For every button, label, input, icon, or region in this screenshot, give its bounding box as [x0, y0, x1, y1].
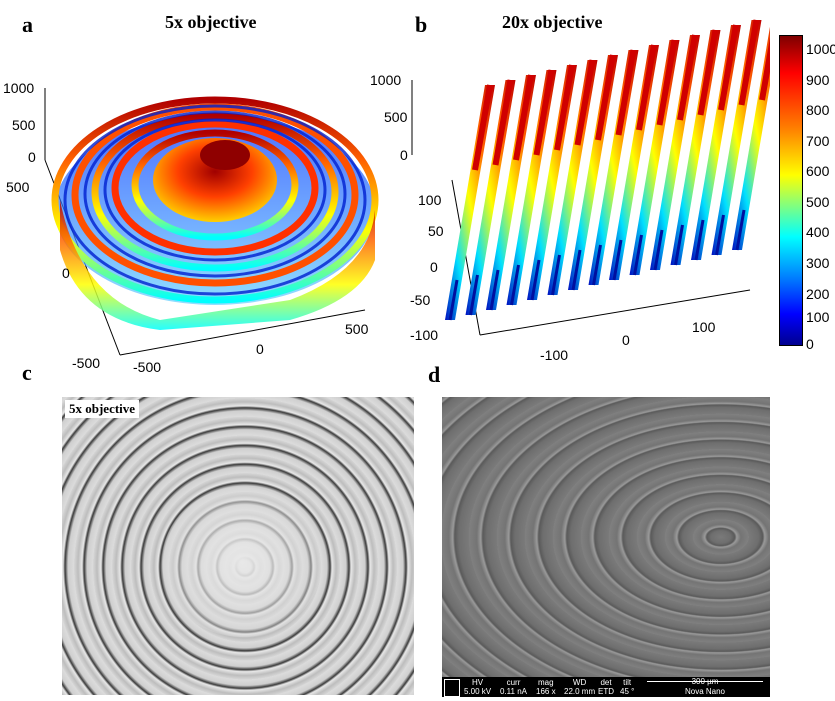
colorbar-tick: 200 — [806, 286, 830, 302]
ridge-crest — [533, 69, 555, 156]
colorbar-tick: 900 — [806, 72, 830, 88]
panel-a-y-tick: 500 — [6, 179, 30, 195]
panel-d-sem-image — [442, 397, 770, 677]
panel-c-center-glow — [162, 487, 322, 637]
ridge-crest — [759, 37, 770, 101]
ridge-trough — [489, 269, 500, 311]
ridge-trough — [735, 209, 746, 251]
sem-instrument: Nova Nano — [684, 687, 726, 696]
panel-b-letter: b — [415, 12, 428, 37]
panel-a-y-tick: 0 — [62, 265, 70, 281]
panel-a-z-tick: 500 — [12, 117, 36, 133]
ridge-crest — [513, 74, 534, 161]
panel-b-surface-plot: 1000 500 0 100 50 0 -50 -100 -100 0 100 — [370, 19, 770, 363]
ridge-trough — [592, 244, 602, 286]
ridge-crest — [595, 54, 616, 141]
panel-a-letter: a — [22, 12, 33, 37]
panel-c-micrograph: 5x objective — [62, 397, 414, 695]
colorbar-tick: 400 — [806, 224, 830, 240]
sem-mag-value: 166 x — [536, 687, 556, 696]
ridge-crest — [738, 19, 760, 106]
ridge-trough — [715, 214, 725, 256]
panel-b-y-tick: 0 — [430, 259, 438, 275]
ridge-crest — [718, 24, 739, 111]
panel-a-z-tick: 0 — [28, 149, 36, 165]
panel-b-z-tick: 0 — [400, 147, 408, 163]
panel-b-x-tick: 100 — [692, 319, 716, 335]
ridge-crest — [615, 49, 637, 136]
panel-a-x-tick: 500 — [345, 321, 369, 337]
colorbar-tick: 700 — [806, 133, 830, 149]
ridge-crest — [677, 34, 698, 121]
panel-b-y-tick: 100 — [418, 192, 442, 208]
panel-a-surface-plot: 1000 500 0 500 0 -500 -500 0 500 — [3, 80, 379, 375]
colorbar-tick: 1000 — [806, 41, 835, 57]
panel-b-z-tick: 1000 — [370, 72, 401, 88]
panel-b-y-tick: -100 — [410, 327, 438, 343]
sem-tilt-label: tilt — [623, 678, 632, 687]
sem-curr-label: curr — [506, 678, 521, 687]
panel-d-letter: d — [428, 362, 441, 387]
sem-hv-value: 5.00 kV — [464, 687, 492, 696]
ridge-trough — [674, 224, 684, 266]
colorbar-tick: 500 — [806, 194, 830, 210]
ridge-trough — [510, 264, 520, 306]
panel-a-x-tick: 0 — [256, 341, 264, 357]
ridge-trough — [612, 239, 623, 281]
panel-c-letter: c — [22, 360, 32, 385]
ridge-trough — [653, 229, 664, 271]
panel-b-y-tick: -50 — [410, 292, 430, 308]
panel-c-label: 5x objective — [65, 400, 140, 418]
sem-tilt-value: 45 ° — [620, 687, 635, 696]
panel-b-ridges — [445, 19, 770, 321]
ridge-crest — [636, 44, 657, 131]
colorbar-tick: 800 — [806, 102, 830, 118]
ridge-crest — [492, 79, 514, 166]
panel-b-z-tick: 500 — [384, 109, 408, 125]
sem-wd-label: WD — [572, 678, 587, 687]
sem-det-label: det — [600, 678, 612, 687]
ridge-crest — [472, 84, 493, 171]
sem-scale-bar — [647, 681, 763, 682]
ridge-crest — [554, 64, 575, 151]
ridge-trough — [571, 249, 582, 291]
ridge-trough — [469, 274, 479, 316]
panel-b-ticks: 1000 500 0 100 50 0 -50 -100 -100 0 100 — [370, 72, 716, 363]
panel-a-ticks: 1000 500 0 500 0 -500 -500 0 500 — [3, 80, 369, 375]
ridge-crest — [697, 29, 719, 116]
colorbar-tick: 100 — [806, 309, 830, 325]
colorbar-tick: 300 — [806, 255, 830, 271]
sem-curr-value: 0.11 nA — [500, 687, 527, 696]
sem-hv-label: HV — [472, 678, 484, 687]
panel-a-z-tick: 1000 — [3, 80, 34, 96]
colorbar-tick: 600 — [806, 163, 830, 179]
sem-scale-label: 300 µm — [691, 677, 719, 686]
ridge-trough — [694, 219, 705, 261]
sem-wd-value: 22.0 mm — [564, 687, 596, 696]
panel-a-title: 5x objective — [165, 12, 257, 32]
colorbar-tick: 0 — [806, 336, 814, 352]
panel-b-title: 20x objective — [502, 12, 603, 32]
sem-det-value: ETD — [598, 687, 614, 696]
panel-b-x-tick: 0 — [622, 332, 630, 348]
panel-b-y-tick: 50 — [428, 223, 444, 239]
ridge-trough — [448, 279, 459, 321]
ridge-trough — [530, 259, 541, 301]
panel-a-y-tick: -500 — [72, 355, 100, 371]
colorbar — [779, 35, 803, 346]
ridge-crest — [656, 39, 678, 126]
panel-a-x-tick: -500 — [133, 359, 161, 375]
ridge-trough — [551, 254, 561, 296]
ridge — [732, 26, 770, 250]
panel-b-x-tick: -100 — [540, 347, 568, 363]
ridge-crest — [574, 59, 596, 146]
fei-logo-icon — [444, 679, 460, 697]
panel-d-sem-databar: HV 5.00 kV curr 0.11 nA mag 166 x WD 22.… — [442, 677, 770, 697]
ridge-trough — [633, 234, 643, 276]
sem-mag-label: mag — [538, 678, 554, 687]
